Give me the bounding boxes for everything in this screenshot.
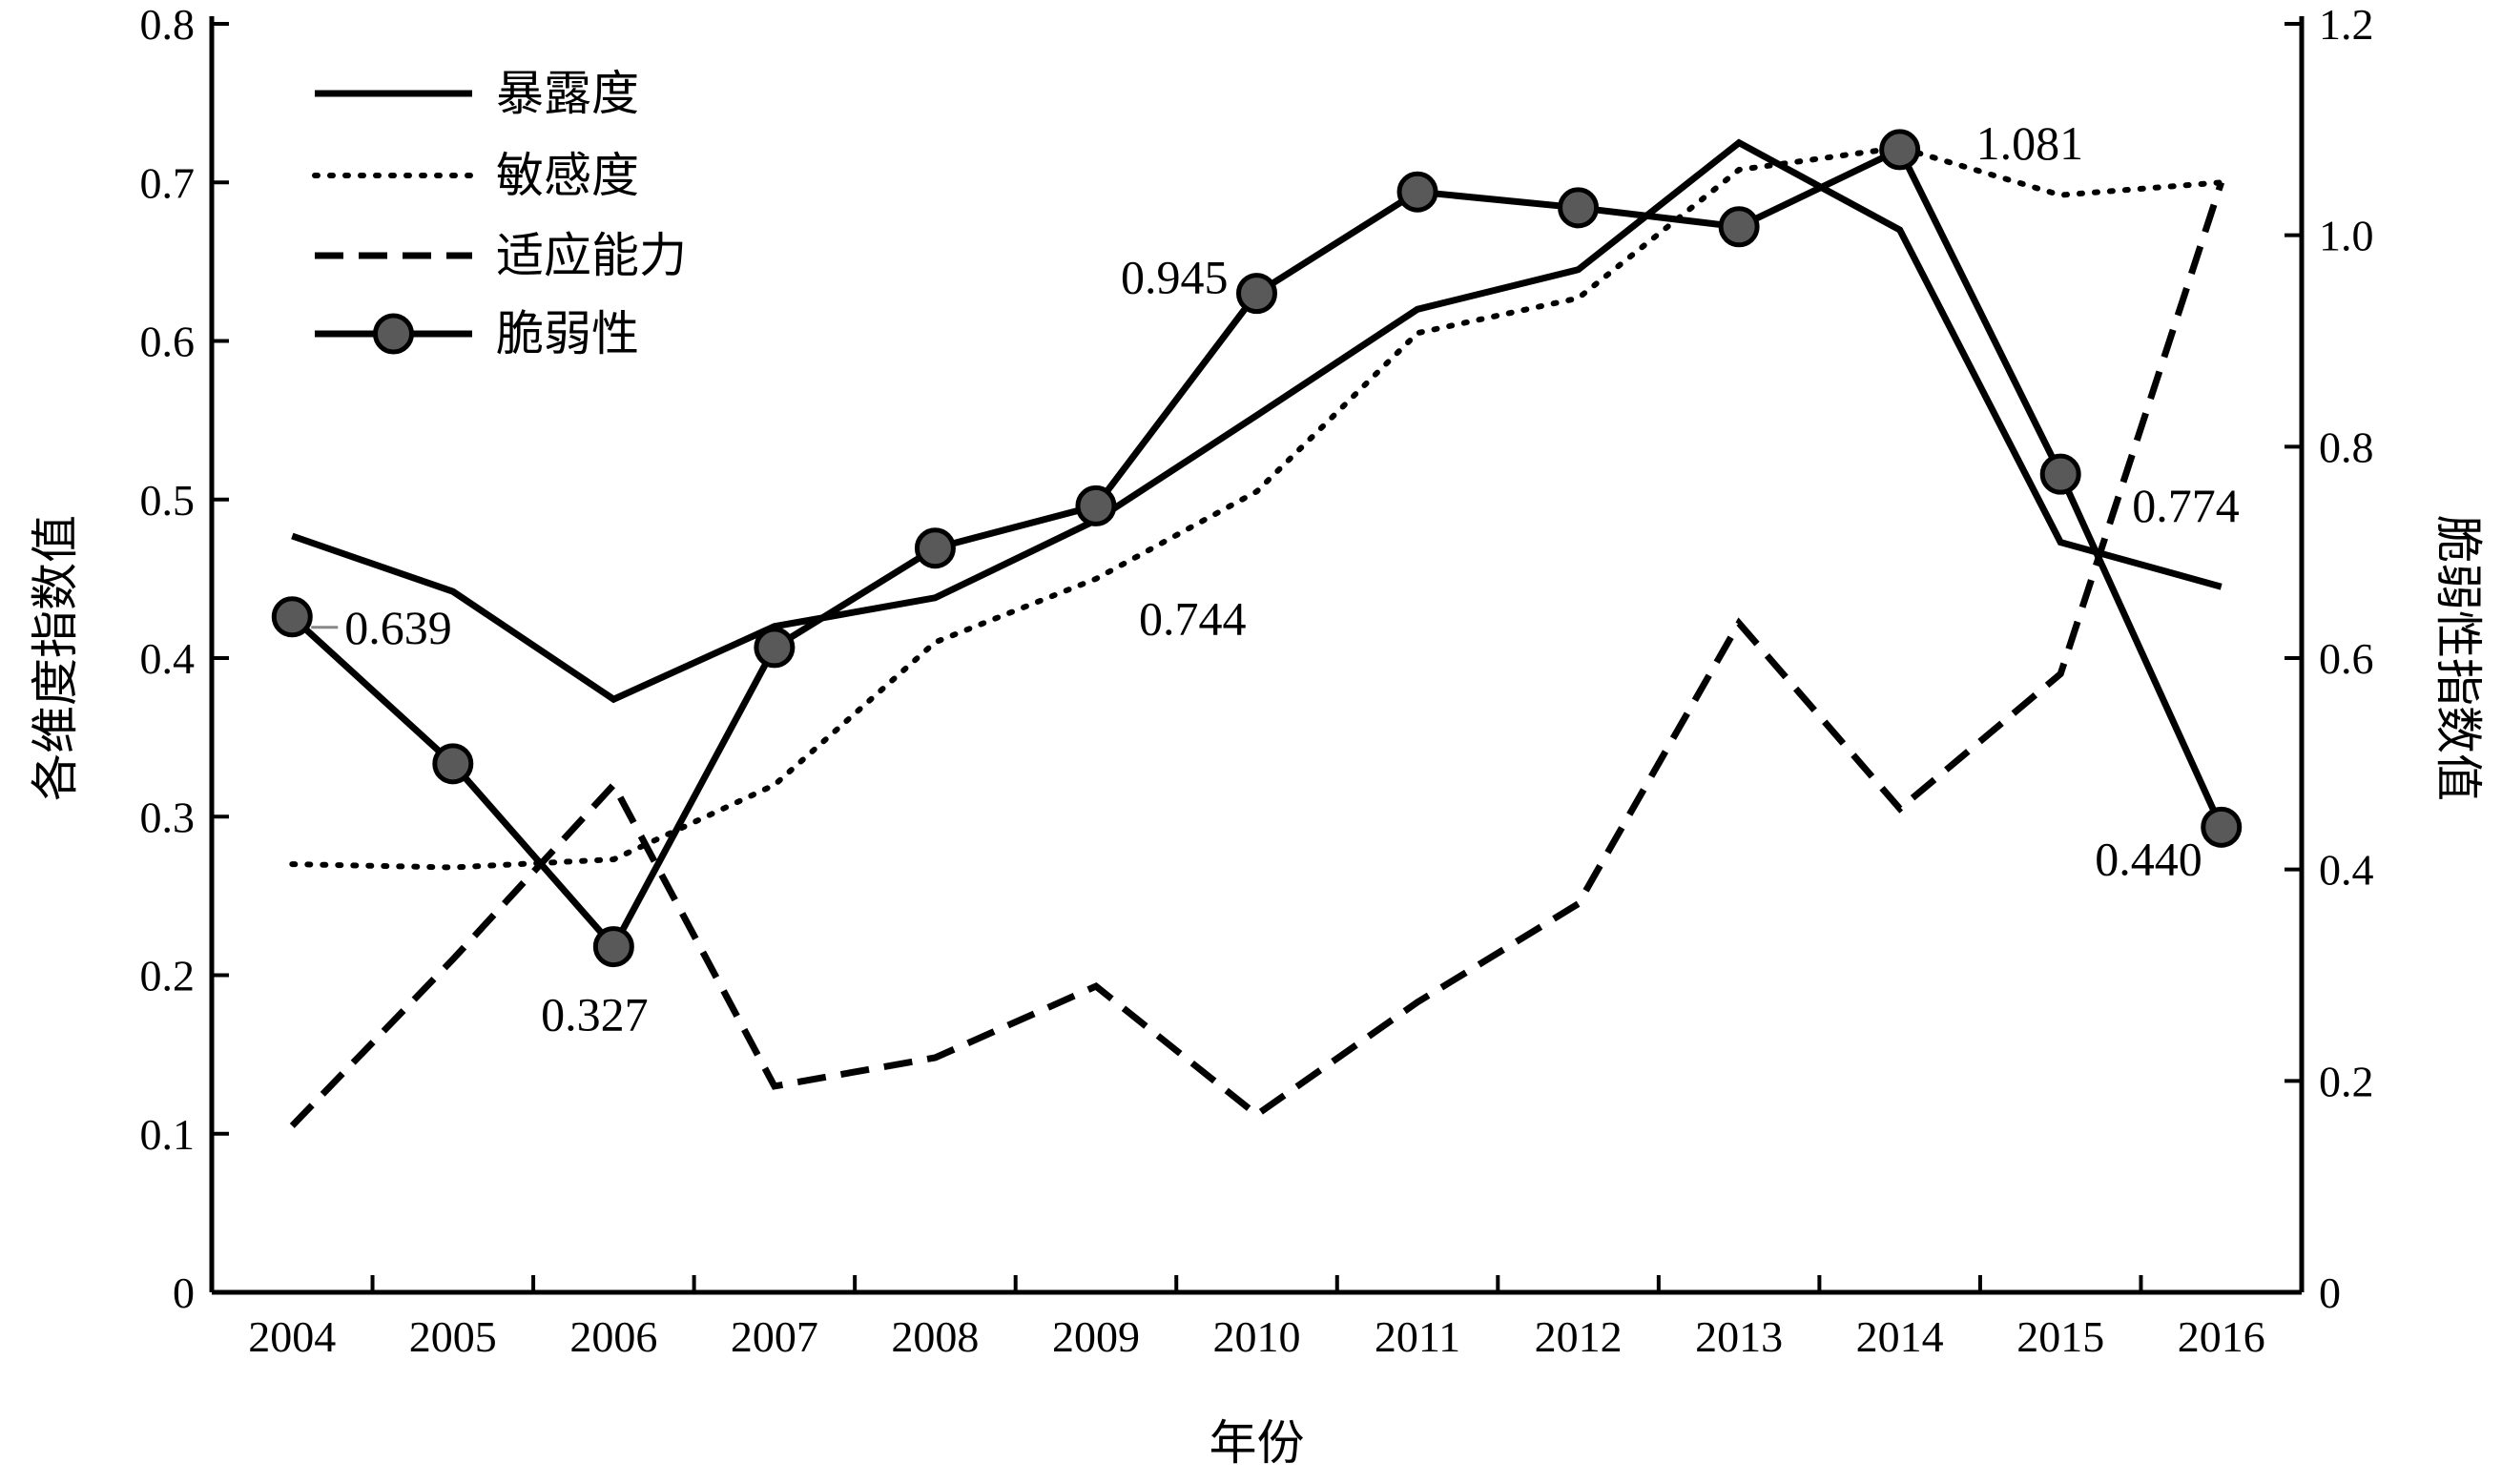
y-left-tick-label: 0.2 — [140, 952, 196, 1000]
y-right-tick-label: 0.6 — [2319, 634, 2374, 683]
vulnerability-marker — [754, 627, 796, 669]
vulnerability-marker — [914, 527, 956, 569]
x-tick-label: 2009 — [1052, 1312, 1140, 1361]
y-left-tick-label: 0.1 — [140, 1110, 196, 1159]
data-label: 0.639 — [344, 601, 452, 654]
x-tick-label: 2004 — [248, 1312, 336, 1361]
y-left-tick-label: 0 — [173, 1268, 195, 1317]
legend-label: 敏感度 — [496, 149, 639, 202]
y-left-tick-label: 0.8 — [140, 0, 196, 49]
y-right-tick-label: 0.4 — [2319, 846, 2374, 895]
vulnerability-marker — [2039, 453, 2081, 495]
y-left-tick-label: 0.7 — [140, 158, 196, 207]
series-line-1 — [289, 144, 2224, 871]
x-tick-label: 2015 — [2016, 1312, 2104, 1361]
data-label: 0.744 — [1139, 591, 1247, 645]
vulnerability-marker — [592, 926, 634, 968]
y-right-tick-label: 1.2 — [2319, 0, 2374, 49]
data-label: 0.945 — [1121, 251, 1229, 304]
data-label: 0.327 — [541, 988, 649, 1041]
legend-label: 脆弱性 — [496, 307, 639, 361]
vulnerability-marker — [1075, 484, 1117, 526]
y-axis-right-title: 脆弱性指数值 — [2431, 515, 2485, 801]
y-left-tick-label: 0.4 — [140, 634, 196, 683]
vulnerability-marker — [1558, 187, 1600, 229]
vulnerability-marker — [1236, 273, 1277, 315]
y-axis-left-title: 各维度指数值 — [29, 515, 82, 801]
y-right-tick-label: 0.8 — [2319, 423, 2374, 471]
x-tick-label: 2006 — [569, 1312, 657, 1361]
x-tick-label: 2013 — [1695, 1312, 1783, 1361]
vulnerability-marker — [432, 743, 474, 785]
y-right-tick-label: 1.0 — [2319, 212, 2374, 260]
y-left-tick-label: 0.5 — [140, 476, 196, 525]
x-tick-label: 2008 — [891, 1312, 979, 1361]
x-tick-label: 2012 — [1535, 1312, 1623, 1361]
x-tick-label: 2010 — [1213, 1312, 1301, 1361]
x-axis-title: 年份 — [1210, 1416, 1305, 1470]
vulnerability-marker — [271, 596, 313, 638]
legend-label: 暴露度 — [496, 67, 639, 120]
x-tick-label: 2014 — [1856, 1312, 1944, 1361]
vulnerability-marker — [2201, 806, 2243, 848]
x-tick-label: 2005 — [409, 1312, 497, 1361]
y-right-tick-label: 0 — [2319, 1268, 2341, 1317]
x-tick-label: 2016 — [2178, 1312, 2265, 1361]
legend-label: 适应能力 — [496, 229, 687, 282]
y-left-tick-label: 0.3 — [140, 793, 196, 841]
vulnerability-marker — [1879, 129, 1921, 171]
x-tick-label: 2011 — [1375, 1312, 1460, 1361]
data-label: 0.774 — [2132, 479, 2240, 532]
x-tick-label: 2007 — [731, 1312, 818, 1361]
data-label: 1.081 — [1976, 116, 2084, 170]
y-right-tick-label: 0.2 — [2319, 1057, 2374, 1105]
y-left-tick-label: 0.6 — [140, 318, 196, 366]
data-label: 0.440 — [2095, 832, 2202, 885]
series-line-2 — [289, 181, 2225, 1128]
legend-marker — [373, 313, 414, 355]
vulnerability-marker — [1718, 206, 1760, 248]
series-line-0 — [291, 138, 2223, 704]
vulnerability-marker — [1396, 171, 1438, 213]
